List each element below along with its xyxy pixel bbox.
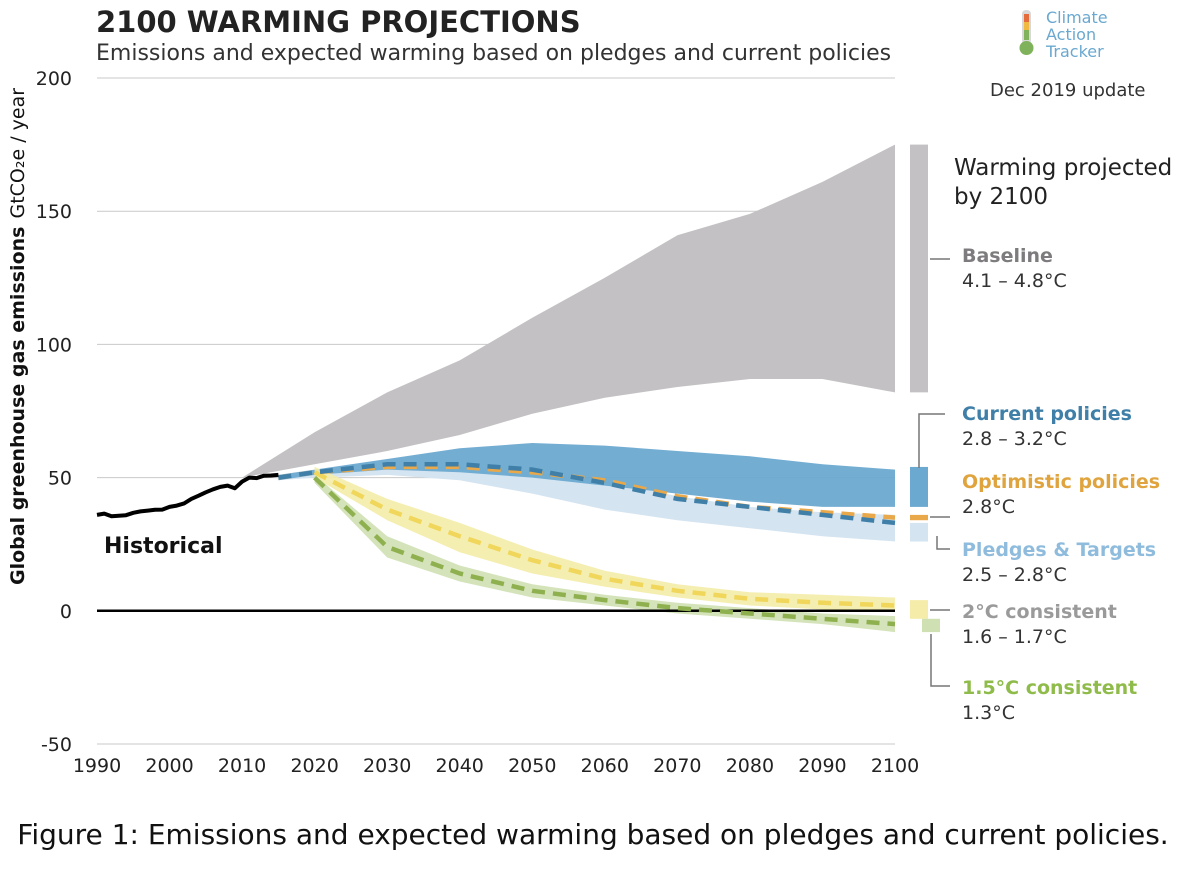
x-tick-label: 2080	[726, 755, 774, 777]
2-c-consistent-median-line	[313, 470, 896, 608]
2-c-consistent-range: 1.6 – 1.7°C	[962, 626, 1067, 648]
warming-bars	[910, 144, 940, 633]
scenario-bands	[242, 144, 896, 633]
x-tick-label: 2000	[145, 755, 193, 777]
current-policies-band	[278, 443, 895, 507]
scenario-median-lines	[278, 462, 896, 627]
x-tick-label: 1990	[73, 755, 121, 777]
current-policies-range: 2.8 – 3.2°C	[962, 428, 1067, 450]
baseline-label: Baseline	[962, 245, 1053, 267]
1-5-c-consistent-label: 1.5°C consistent	[962, 677, 1137, 699]
logo-text-line2: Action	[1046, 25, 1096, 44]
pledges-targets-warming-bar	[910, 522, 928, 542]
1-5-c-consistent-range: 1.3°C	[962, 702, 1015, 724]
y-tick-label: 100	[36, 334, 72, 356]
y-tick-label: -50	[41, 734, 72, 756]
x-tick-label: 2070	[653, 755, 701, 777]
logo-text-line1: Climate	[1046, 8, 1108, 27]
label-connectors	[918, 258, 950, 687]
optimistic-policies-warming-bar	[910, 514, 928, 521]
x-tick-label: 2060	[581, 755, 629, 777]
emissions-chart: 2100 WARMING PROJECTIONS Emissions and e…	[7, 5, 1172, 777]
1-5-c-consistent-median-line	[313, 475, 896, 627]
2-c-consistent-label: 2°C consistent	[962, 601, 1117, 623]
y-axis-label-main: Global greenhouse gas emissions	[7, 227, 29, 585]
2-c-consistent-warming-bar	[910, 600, 928, 619]
scenario-labels: Baseline 4.1 – 4.8°C Current policies 2.8 –…	[962, 245, 1160, 724]
label-connector-line	[930, 634, 950, 687]
y-tick-label: 0	[60, 601, 72, 623]
y-axis-label: Global greenhouse gas emissions GtCO₂e / …	[7, 88, 29, 585]
label-connector-line	[918, 413, 945, 468]
x-axis-ticks: 1990 2000 2010 2020 2030 2040 2050 2060 2070 2080…	[73, 755, 919, 777]
current-policies-label: Current policies	[962, 403, 1132, 425]
label-connector-line	[936, 536, 950, 550]
update-note: Dec 2019 update	[990, 80, 1146, 101]
y-tick-label: 200	[36, 68, 72, 90]
warming-title-line1: Warming projected	[954, 155, 1172, 181]
2-c-consistent-band	[314, 466, 896, 611]
thermometer-icon	[1019, 10, 1034, 55]
y-tick-label: 50	[48, 468, 72, 490]
pledges-targets-label: Pledges & Targets	[962, 539, 1156, 561]
logo: Climate Action Tracker	[1019, 8, 1108, 61]
pledges-targets-range: 2.5 – 2.8°C	[962, 564, 1067, 586]
optimistic-policies-range: 2.8°C	[962, 496, 1015, 518]
pledges-targets-band	[278, 466, 895, 542]
historical-label: Historical	[104, 534, 223, 559]
x-tick-label: 2040	[436, 755, 484, 777]
historical-series	[96, 472, 279, 519]
y-tick-label: 150	[36, 201, 72, 223]
y-axis-label-unit: GtCO₂e / year	[7, 88, 29, 219]
x-tick-label: 2100	[871, 755, 919, 777]
historical-line	[96, 472, 279, 519]
y-axis-ticks: -50 0 50 100 150 200	[36, 68, 72, 756]
current-policies-warming-bar	[910, 466, 928, 507]
x-tick-label: 2020	[290, 755, 338, 777]
1-5-c-consistent-warming-bar	[922, 618, 940, 633]
baseline-band	[242, 144, 896, 478]
chart-subtitle: Emissions and expected warming based on …	[96, 41, 891, 66]
x-tick-label: 2030	[363, 755, 411, 777]
baseline-warming-bar	[910, 144, 928, 393]
current-policies-median-line	[278, 462, 896, 526]
figure-caption: Figure 1: Emissions and expected warming…	[17, 818, 1169, 851]
warming-title-line2: by 2100	[954, 184, 1048, 210]
chart-title: 2100 WARMING PROJECTIONS	[96, 5, 581, 39]
logo-text-line3: Tracker	[1045, 42, 1104, 61]
x-tick-label: 2050	[508, 755, 556, 777]
x-tick-label: 2090	[798, 755, 846, 777]
x-tick-label: 2010	[218, 755, 266, 777]
optimistic-policies-label: Optimistic policies	[962, 471, 1160, 493]
baseline-range: 4.1 – 4.8°C	[962, 270, 1067, 292]
